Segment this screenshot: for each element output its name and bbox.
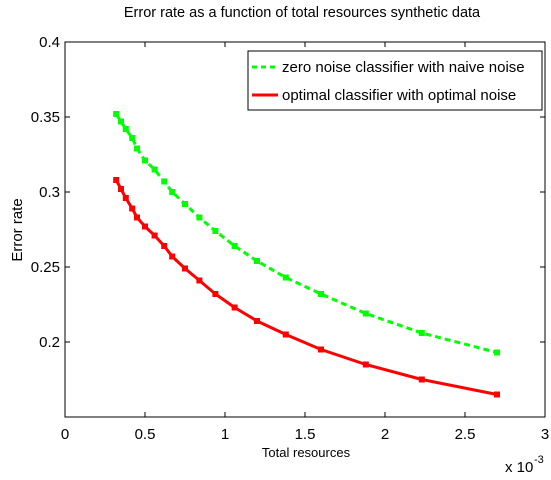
series-1-point	[182, 201, 188, 207]
series-1-point	[418, 330, 425, 336]
series-layer	[113, 111, 500, 398]
series-2-point	[212, 291, 219, 297]
legend-box	[247, 50, 543, 111]
series-1-point	[231, 243, 238, 249]
series-2-point	[182, 265, 188, 272]
series-1-point	[134, 145, 140, 152]
series-1-point	[282, 274, 289, 281]
legend-label-series-1: zero noise classifier with naive noise	[282, 59, 525, 76]
series-2-point	[362, 361, 369, 368]
y-tick-label: 0.4	[39, 34, 60, 51]
legend: zero noise classifier with naive noise o…	[247, 50, 543, 111]
x-multiplier-exponent: -3	[534, 454, 544, 466]
series-2-point	[494, 391, 500, 398]
x-tick-label: 1.5	[295, 426, 316, 443]
series-2-point	[161, 243, 168, 249]
y-axis-label: Error rate	[9, 198, 26, 261]
series-1-point	[129, 135, 136, 141]
chart-title: Error rate as a function of total resour…	[124, 5, 481, 21]
series-1-point	[254, 258, 260, 264]
series-1-point	[318, 291, 324, 297]
y-tick-label: 0.3	[39, 184, 60, 201]
legend-label-series-2: optimal classifier with optimal noise	[282, 87, 516, 104]
series-2-point	[142, 223, 148, 230]
series-1-point	[151, 166, 158, 173]
x-tick-label: 2	[381, 426, 389, 443]
series-1-point	[362, 310, 369, 317]
y-tick-label: 0.2	[39, 334, 60, 351]
x-tick-label: 2.5	[455, 426, 476, 443]
series-1-point	[161, 178, 168, 185]
x-axis-label: Total resources	[262, 445, 351, 460]
y-tick-label: 0.25	[31, 259, 60, 276]
x-axis-multiplier: x 10 -3	[505, 454, 544, 476]
series-1-point	[113, 111, 120, 117]
series-2-point	[196, 277, 203, 284]
series-2-point	[129, 205, 136, 212]
x-tick-label: 3	[541, 426, 549, 443]
series-2-point	[122, 195, 129, 201]
x-tick-label: 1	[221, 426, 229, 443]
series-2-point	[169, 253, 176, 260]
y-tick-label: 0.35	[31, 109, 60, 126]
series-2-point	[134, 214, 140, 221]
series-2-point	[418, 376, 425, 383]
series-1-point	[142, 157, 148, 164]
series-1-point	[494, 349, 500, 356]
series-2-point	[118, 186, 124, 192]
x-multiplier-base: x 10	[505, 459, 533, 476]
series-2-point	[113, 177, 120, 183]
series-1-point	[169, 189, 176, 195]
x-tick-label: 0.5	[135, 426, 156, 443]
series-2-point	[254, 318, 260, 324]
series-1-point	[122, 126, 129, 132]
x-axis-ticks: 0 0.5 1 1.5 2 2.5 3	[61, 42, 549, 443]
x-tick-label: 0	[61, 426, 69, 443]
series-1-point	[196, 214, 203, 221]
series-2-point	[231, 304, 238, 311]
series-1-point	[212, 228, 219, 234]
y-axis-ticks: 0.2 0.25 0.3 0.35 0.4	[31, 34, 545, 351]
series-2-point	[151, 232, 158, 239]
series-2-point	[318, 346, 324, 353]
series-1-point	[118, 118, 124, 125]
series-2-point	[282, 331, 289, 338]
